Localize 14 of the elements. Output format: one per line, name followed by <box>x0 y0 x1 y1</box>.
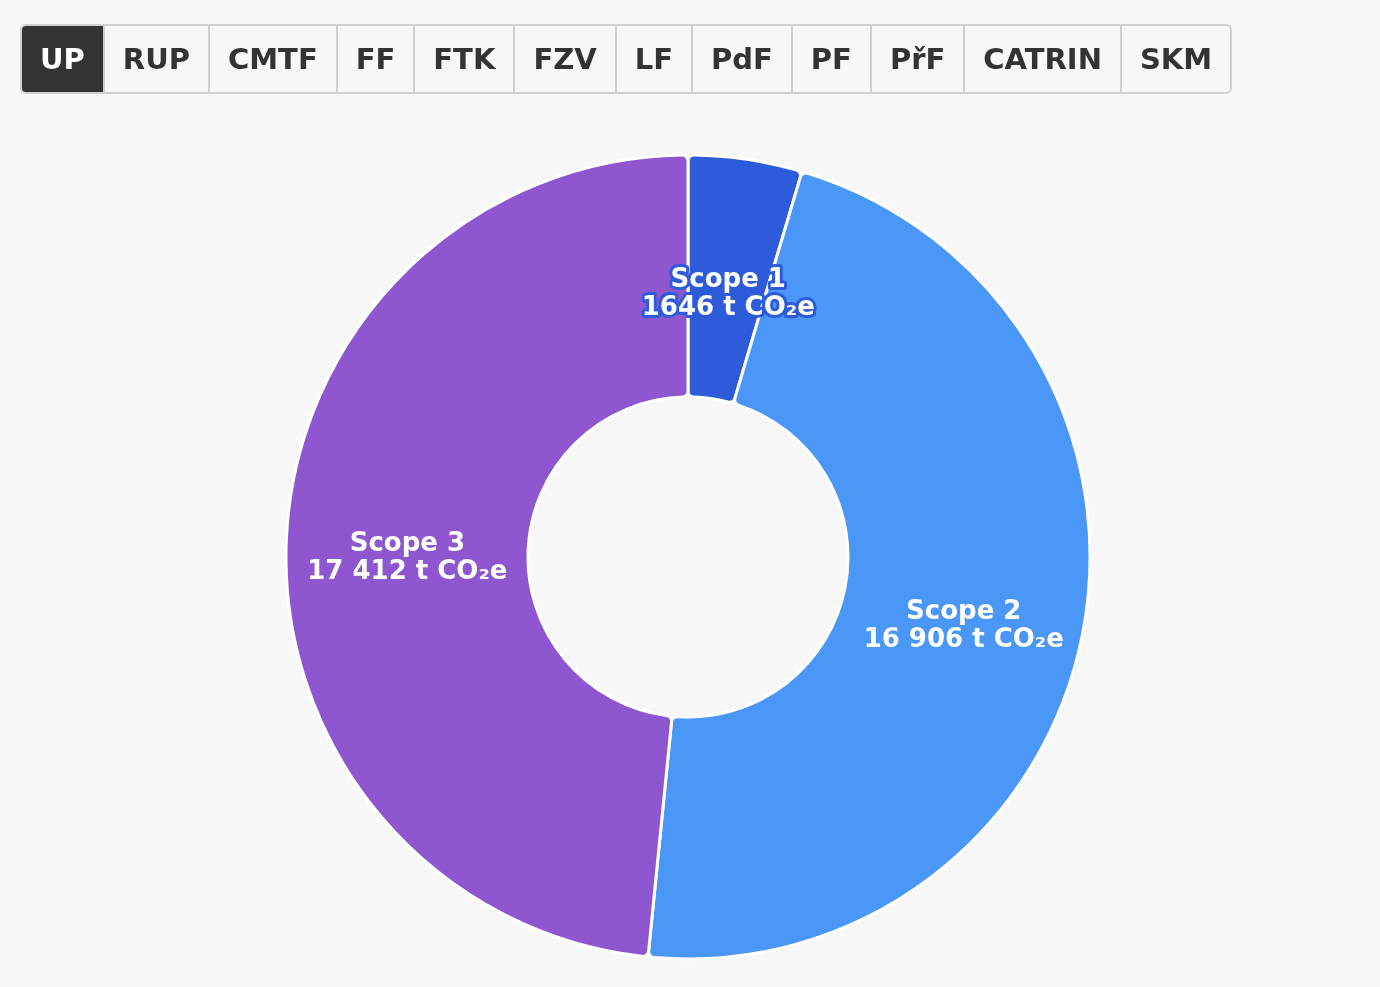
text: FTK <box>415 26 516 92</box>
text: SKM <box>1121 26 1231 92</box>
text: FZV <box>515 26 617 92</box>
text: CATRIN <box>965 26 1122 92</box>
text: PF <box>792 26 872 92</box>
text: PdF <box>692 26 793 92</box>
text: PřF <box>871 26 966 92</box>
text: FF <box>337 26 416 92</box>
text: RUP <box>104 26 210 92</box>
slice-label: Scope 2 <box>906 595 1022 626</box>
text: UP <box>22 26 105 92</box>
slice-label: Scope 3 <box>349 527 466 558</box>
text: CMTF <box>209 26 338 92</box>
text: LF <box>616 26 693 92</box>
